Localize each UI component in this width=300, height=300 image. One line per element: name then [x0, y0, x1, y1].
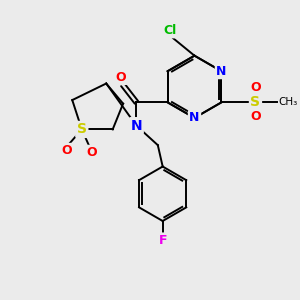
Text: S: S: [250, 95, 260, 110]
Text: O: O: [86, 146, 97, 159]
Text: O: O: [61, 144, 72, 157]
Text: F: F: [158, 234, 167, 247]
Text: O: O: [250, 110, 261, 123]
Text: N: N: [130, 119, 142, 133]
Text: N: N: [189, 111, 200, 124]
Text: S: S: [77, 122, 87, 136]
Text: CH₃: CH₃: [279, 98, 298, 107]
Text: Cl: Cl: [164, 24, 177, 37]
Text: N: N: [216, 65, 226, 78]
Text: O: O: [116, 70, 126, 84]
Text: O: O: [250, 81, 261, 94]
